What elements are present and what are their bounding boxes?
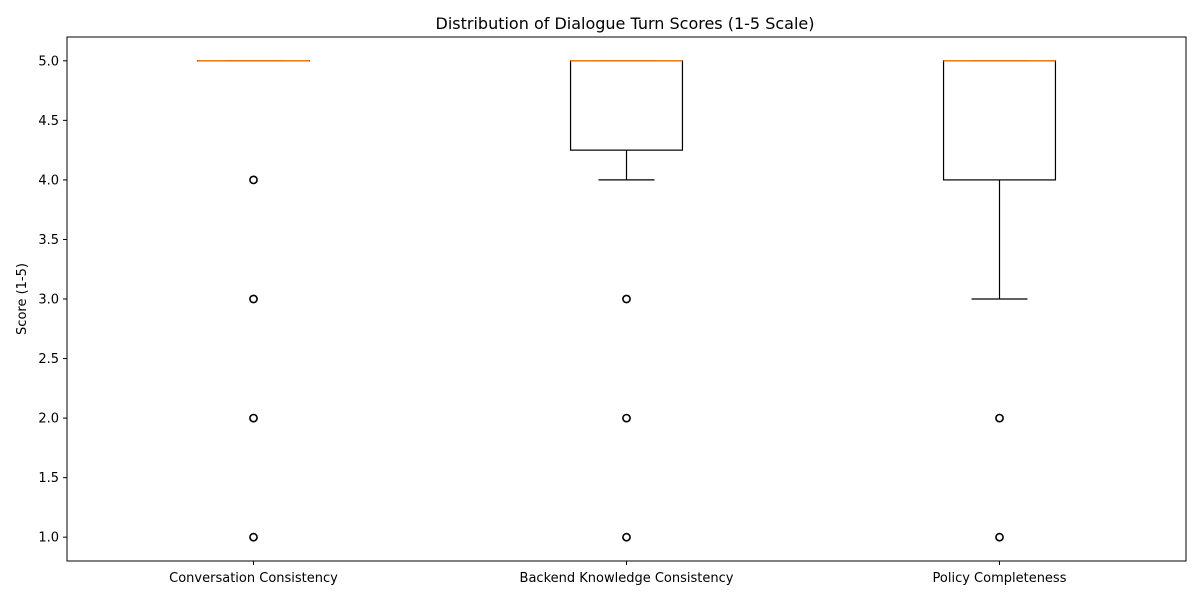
y-tick-label: 3.5 (38, 233, 59, 248)
x-tick-label: Backend Knowledge Consistency (520, 571, 734, 586)
y-axis-label: Score (1-5) (15, 263, 30, 335)
x-tick-label: Conversation Consistency (169, 571, 338, 586)
iqr-box (571, 61, 683, 150)
y-tick-label: 5.0 (38, 54, 59, 69)
y-tick-label: 4.0 (38, 173, 59, 188)
x-tick-label: Policy Completeness (933, 571, 1067, 586)
y-tick-label: 4.5 (38, 114, 59, 129)
y-tick-label: 2.5 (38, 352, 59, 367)
y-tick-label: 1.5 (38, 471, 59, 486)
outlier-point (250, 295, 257, 302)
y-tick-label: 3.0 (38, 293, 59, 308)
outlier-point (996, 534, 1003, 541)
y-tick-label: 1.0 (38, 531, 59, 546)
outlier-point (623, 414, 630, 421)
y-tick-label: 2.0 (38, 412, 59, 427)
plot-area: 1.0 1.5 2.0 2.5 3.0 3.5 4.0 4.5 5.0 Conversation … (38, 54, 1066, 586)
chart-title: Distribution of Dialogue Turn Scores (1-… (436, 14, 815, 33)
outlier-point (623, 534, 630, 541)
outlier-point (250, 176, 257, 183)
outlier-point (623, 295, 630, 302)
outlier-point (250, 414, 257, 421)
outlier-point (250, 534, 257, 541)
outlier-point (996, 414, 1003, 421)
iqr-box (944, 61, 1056, 180)
